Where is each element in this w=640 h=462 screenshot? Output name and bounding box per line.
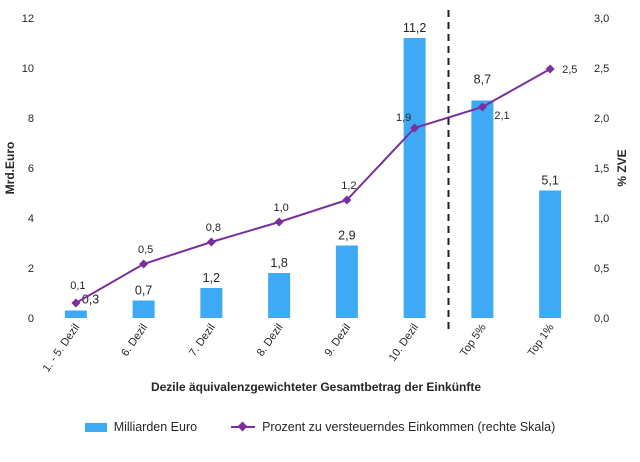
bar	[403, 38, 426, 318]
left-tick-label: 10	[22, 63, 34, 75]
x-tick-label: 10. Dezil	[387, 322, 421, 364]
left-tick-label: 4	[28, 213, 34, 225]
bar-series	[64, 38, 562, 318]
line-value-label: 0,8	[206, 222, 221, 234]
bar	[268, 273, 291, 318]
right-tick-label: 1,5	[594, 163, 609, 175]
line-marker	[545, 64, 555, 74]
bar-value-label: 1,8	[270, 256, 287, 270]
percent-line	[75, 68, 551, 304]
legend-item-bars: Milliarden Euro	[84, 420, 198, 434]
bar-value-label: 2,9	[338, 229, 355, 243]
right-tick-label: 1,0	[594, 213, 609, 225]
bar-value-label: 1,2	[203, 271, 220, 285]
right-axis-ticks: 0,0 0,5 1,0 1,5 2,0 2,5 3,0	[594, 13, 609, 325]
left-tick-label: 12	[22, 13, 34, 25]
right-tick-label: 3,0	[594, 13, 609, 25]
x-tick-label: 8. Dezil	[255, 322, 286, 359]
legend-item-line: Prozent zu versteuerndes Einkommen (rech…	[231, 420, 555, 434]
legend: Milliarden Euro Prozent zu versteuerndes…	[0, 420, 640, 434]
line-marker	[139, 259, 149, 269]
legend-line-swatch	[231, 421, 256, 433]
x-axis-title: Dezile äquivalenzgewichteter Gesamtbetra…	[151, 380, 481, 394]
line-marker	[410, 123, 420, 133]
left-tick-label: 6	[28, 163, 34, 175]
line-value-label: 0,1	[70, 280, 85, 292]
legend-line-label: Prozent zu versteuerndes Einkommen (rech…	[262, 420, 556, 434]
bar-value-label: 0,7	[135, 284, 152, 298]
legend-bar-swatch	[84, 422, 107, 432]
line-marker	[477, 102, 487, 112]
left-tick-label: 2	[28, 263, 34, 275]
x-tick-label: 7. Dezil	[187, 322, 218, 359]
x-tick-label: 6. Dezil	[119, 322, 150, 359]
right-tick-label: 2,0	[594, 113, 609, 125]
line-value-label: 1,9	[396, 112, 411, 124]
right-tick-label: 2,5	[594, 63, 609, 75]
x-axis-ticks: 1. - 5. Dezil 6. Dezil 7. Dezil 8. Dezil 9. …	[41, 322, 557, 375]
left-tick-label: 0	[28, 313, 34, 325]
bar	[471, 100, 494, 318]
line-value-label: 2,5	[562, 64, 577, 76]
percent-markers	[71, 64, 555, 308]
left-axis-ticks: 0 2 4 6 8 10 12	[22, 13, 34, 325]
line-marker	[71, 298, 81, 308]
bar	[335, 245, 358, 318]
right-tick-label: 0,5	[594, 263, 609, 275]
line-value-label: 1,0	[273, 202, 288, 214]
left-axis-title: Mrd.Euro	[3, 142, 17, 195]
x-tick-label: Top 1%	[526, 322, 557, 359]
x-tick-label: Top 5%	[458, 322, 489, 359]
bar	[539, 190, 562, 318]
bar-value-label: 11,2	[403, 21, 426, 35]
line-value-label: 1,2	[341, 180, 356, 192]
line-marker	[206, 237, 216, 247]
bar	[64, 310, 87, 318]
bar	[132, 300, 155, 318]
x-tick-label: 9. Dezil	[322, 322, 353, 359]
line-value-label: 2,1	[494, 110, 509, 122]
bar	[200, 288, 223, 318]
line-marker	[274, 217, 284, 227]
right-tick-label: 0,0	[594, 313, 609, 325]
bar-value-label: 5,1	[541, 174, 558, 188]
line-marker	[342, 195, 352, 205]
left-tick-label: 8	[28, 113, 34, 125]
right-axis-title: % ZVE	[615, 149, 629, 186]
percent-value-labels: 0,1 0,5 0,8 1,0 1,2 1,9 2,1 2,5	[70, 64, 577, 292]
x-tick-label: 1. - 5. Dezil	[41, 322, 83, 374]
line-value-label: 0,5	[138, 244, 153, 256]
legend-bar-label: Milliarden Euro	[113, 420, 198, 434]
bar-value-label: 8,7	[474, 73, 491, 87]
